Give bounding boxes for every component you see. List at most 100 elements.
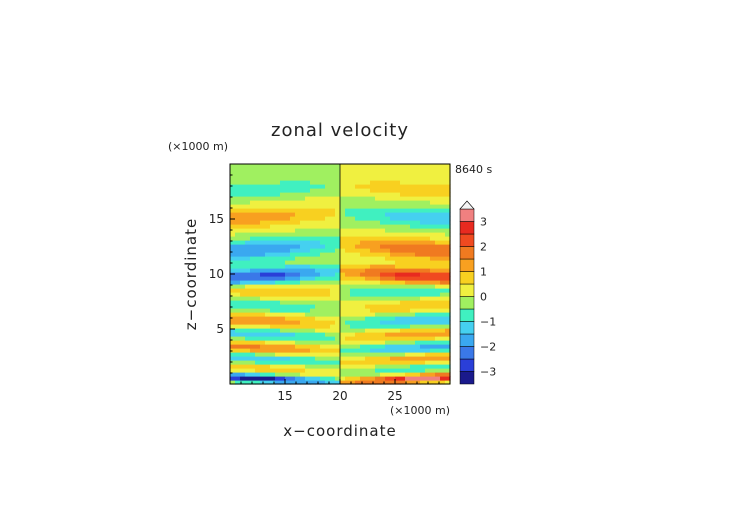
heatmap-cell [310, 368, 316, 373]
heatmap-cell [280, 328, 286, 333]
heatmap-cell [370, 308, 376, 313]
heatmap-cell [345, 212, 351, 217]
heatmap-cell [270, 184, 276, 189]
heatmap-cell [325, 216, 331, 221]
heatmap-cell [305, 324, 311, 329]
heatmap-cell [360, 348, 366, 353]
heatmap-cell [390, 284, 396, 289]
heatmap-cell [265, 264, 271, 269]
heatmap-cell [310, 208, 316, 213]
heatmap-cell [370, 348, 376, 353]
heatmap-cell [335, 272, 341, 277]
heatmap-cell [430, 284, 436, 289]
heatmap-cell [270, 292, 276, 297]
heatmap-cell [410, 360, 416, 365]
heatmap-cell [275, 348, 281, 353]
heatmap-cell [390, 372, 396, 377]
heatmap-cell [430, 220, 436, 225]
heatmap-cell [285, 164, 291, 169]
heatmap-cell [270, 320, 276, 325]
heatmap-cell [365, 168, 371, 173]
heatmap-cell [250, 352, 256, 357]
heatmap-cell [405, 232, 411, 237]
heatmap-cell [330, 260, 336, 265]
x-axis-label: x−coordinate [283, 422, 396, 440]
heatmap-cell [355, 356, 361, 361]
heatmap-cell [335, 304, 341, 309]
heatmap-cell [325, 280, 331, 285]
heatmap-cell [260, 332, 266, 337]
heatmap-cell [305, 240, 311, 245]
heatmap-cell [310, 172, 316, 177]
heatmap-cell [385, 268, 391, 273]
heatmap-cell [400, 232, 406, 237]
heatmap-cell [370, 288, 376, 293]
heatmap-cell [235, 192, 241, 197]
heatmap-cell [400, 284, 406, 289]
heatmap-cell [245, 232, 251, 237]
heatmap-cell [325, 192, 331, 197]
heatmap-cell [320, 272, 326, 277]
heatmap-cell [395, 184, 401, 189]
heatmap-cell [240, 320, 246, 325]
colorbar-swatch [459, 283, 475, 297]
heatmap-cell [395, 328, 401, 333]
heatmap-cell [445, 268, 451, 273]
heatmap-cell [305, 336, 311, 341]
heatmap-cell [245, 240, 251, 245]
heatmap-cell [270, 372, 276, 377]
heatmap-cell [430, 380, 436, 385]
heatmap-cell [445, 348, 451, 353]
heatmap-cell [250, 316, 256, 321]
heatmap-cell [375, 280, 381, 285]
heatmap-cell [340, 168, 346, 173]
heatmap-cell [305, 376, 311, 381]
heatmap-cell [295, 236, 301, 241]
heatmap-cell [330, 308, 336, 313]
heatmap-cell [325, 188, 331, 193]
heatmap-cell [315, 200, 321, 205]
heatmap-cell [390, 304, 396, 309]
heatmap-cell [250, 256, 256, 261]
heatmap-cell [410, 316, 416, 321]
heatmap-cell [275, 304, 281, 309]
heatmap-cell [300, 224, 306, 229]
heatmap-cell [300, 372, 306, 377]
heatmap-cell [345, 296, 351, 301]
heatmap-cell [355, 224, 361, 229]
heatmap-cell [285, 376, 291, 381]
heatmap-cell [250, 300, 256, 305]
heatmap-cell [270, 192, 276, 197]
heatmap-cell [420, 256, 426, 261]
heatmap-cell [300, 320, 306, 325]
heatmap-cell [340, 164, 346, 169]
heatmap-cell [340, 304, 346, 309]
heatmap-cell [290, 200, 296, 205]
heatmap-cell [300, 380, 306, 385]
heatmap-cell [370, 196, 376, 201]
heatmap-cell [395, 368, 401, 373]
heatmap-cell [315, 336, 321, 341]
heatmap-cell [315, 312, 321, 317]
heatmap-cell [390, 232, 396, 237]
heatmap-cell [420, 332, 426, 337]
heatmap-cell [250, 364, 256, 369]
heatmap-cell [330, 220, 336, 225]
heatmap-cell [430, 372, 436, 377]
heatmap-cell [390, 264, 396, 269]
heatmap-cell [420, 304, 426, 309]
heatmap-cell [265, 176, 271, 181]
heatmap-cell [390, 216, 396, 221]
heatmap-cell [315, 280, 321, 285]
heatmap-cell [385, 320, 391, 325]
heatmap-cell [445, 260, 451, 265]
heatmap-cell [290, 300, 296, 305]
heatmap-cell [335, 204, 341, 209]
heatmap-cell [235, 196, 241, 201]
heatmap-cell [260, 224, 266, 229]
heatmap-cell [365, 364, 371, 369]
heatmap-cell [410, 292, 416, 297]
heatmap-cell [240, 264, 246, 269]
heatmap-cell [405, 172, 411, 177]
heatmap-cell [375, 264, 381, 269]
